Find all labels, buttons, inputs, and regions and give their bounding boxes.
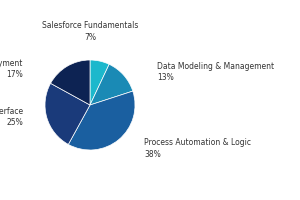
Text: User Interface
25%: User Interface 25% xyxy=(0,107,23,127)
Wedge shape xyxy=(90,64,133,105)
Text: Data Modeling & Management
13%: Data Modeling & Management 13% xyxy=(157,62,274,82)
Text: Testing, Debugging & Deployment
17%: Testing, Debugging & Deployment 17% xyxy=(0,59,23,79)
Wedge shape xyxy=(51,60,90,105)
Wedge shape xyxy=(68,91,135,150)
Text: Salesforce Fundamentals
7%: Salesforce Fundamentals 7% xyxy=(42,21,138,42)
Wedge shape xyxy=(45,83,90,144)
Text: Process Automation & Logic
38%: Process Automation & Logic 38% xyxy=(144,138,251,159)
Wedge shape xyxy=(90,60,109,105)
